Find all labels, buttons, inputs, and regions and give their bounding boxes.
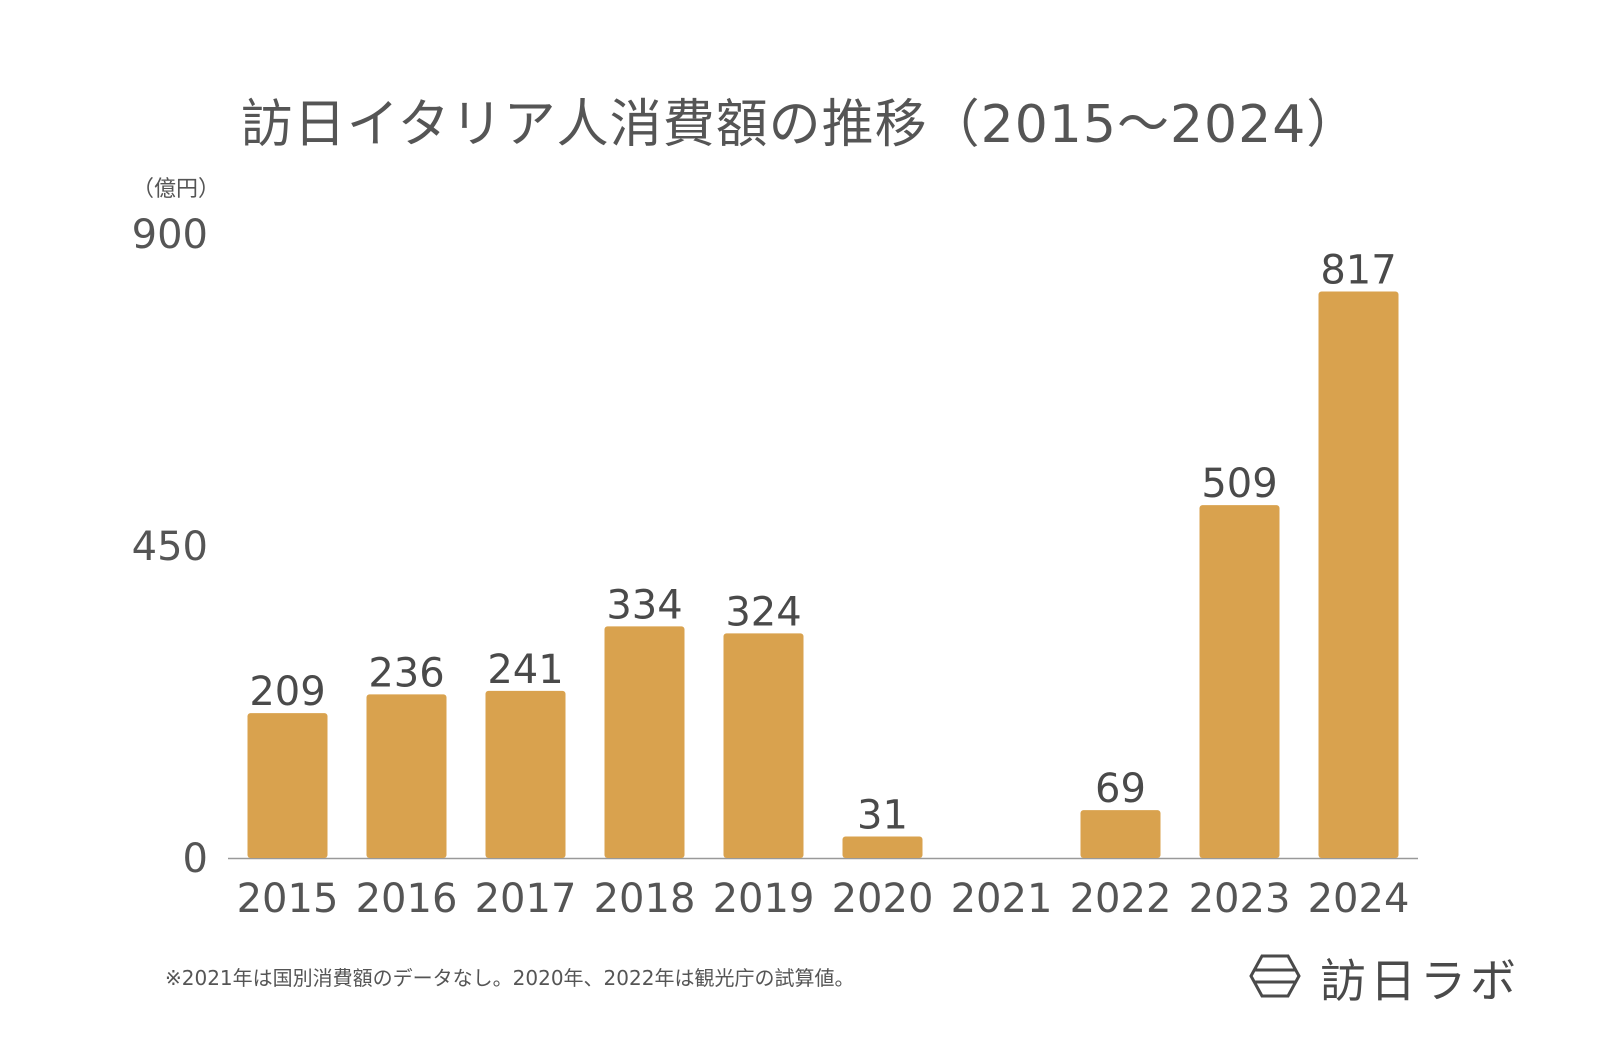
x-tick-label-2020: 2020 (832, 876, 934, 922)
bar-2019 (723, 633, 804, 858)
value-label-2015: 209 (249, 669, 325, 715)
y-axis-unit-label: （億円） (132, 177, 220, 202)
x-axis-ticks: 2015 2016 2017 2018 2019 2020 2021 2022 2023 2024 (237, 876, 1410, 922)
value-label-2023: 509 (1201, 461, 1277, 507)
x-tick-label-2021: 2021 (951, 876, 1053, 922)
brand-name: 訪日ラボ (1320, 954, 1520, 1008)
x-tick-label-2022: 2022 (1070, 876, 1172, 922)
value-label-2019: 324 (725, 589, 801, 635)
x-tick-label-2015: 2015 (237, 876, 339, 922)
y-tick-label: 450 (132, 524, 208, 570)
x-tick-label-2017: 2017 (475, 876, 577, 922)
bar-2020 (842, 836, 923, 858)
x-tick-label-2024: 2024 (1308, 876, 1410, 922)
bar-2016 (366, 694, 447, 858)
bar-2024 (1318, 291, 1399, 859)
x-tick-label-2023: 2023 (1189, 876, 1291, 922)
value-label-2022: 69 (1095, 766, 1146, 812)
bar-2017 (485, 690, 566, 858)
brand-hexagon-icon (1248, 953, 1302, 1003)
brand-logo: 訪日ラボ (1248, 945, 1520, 1011)
bar-2018 (604, 626, 685, 858)
bar-2015 (247, 713, 328, 858)
bars-group (247, 291, 1399, 859)
value-label-2017: 241 (487, 647, 563, 693)
value-label-2020: 31 (857, 793, 908, 839)
value-label-2024: 817 (1320, 248, 1396, 294)
chart-title: 訪日イタリア人消費額の推移（2015〜2024） (240, 95, 1360, 155)
bar-2023 (1199, 505, 1280, 858)
x-tick-label-2016: 2016 (356, 876, 458, 922)
footnote: ※2021年は国別消費額のデータなし。2020年、2022年は観光庁の試算値。 (165, 966, 855, 990)
y-tick-label: 900 (132, 212, 208, 258)
x-tick-label-2019: 2019 (713, 876, 815, 922)
x-tick-label-2018: 2018 (594, 876, 696, 922)
y-axis-ticks: 0 450 900 (132, 212, 208, 882)
value-label-2018: 334 (606, 582, 682, 628)
y-tick-label: 0 (183, 836, 208, 882)
value-label-2016: 236 (368, 650, 444, 696)
bar-2022 (1080, 810, 1161, 858)
value-labels-group: 209 236 241 334 324 31 69 509 817 (249, 248, 1396, 839)
